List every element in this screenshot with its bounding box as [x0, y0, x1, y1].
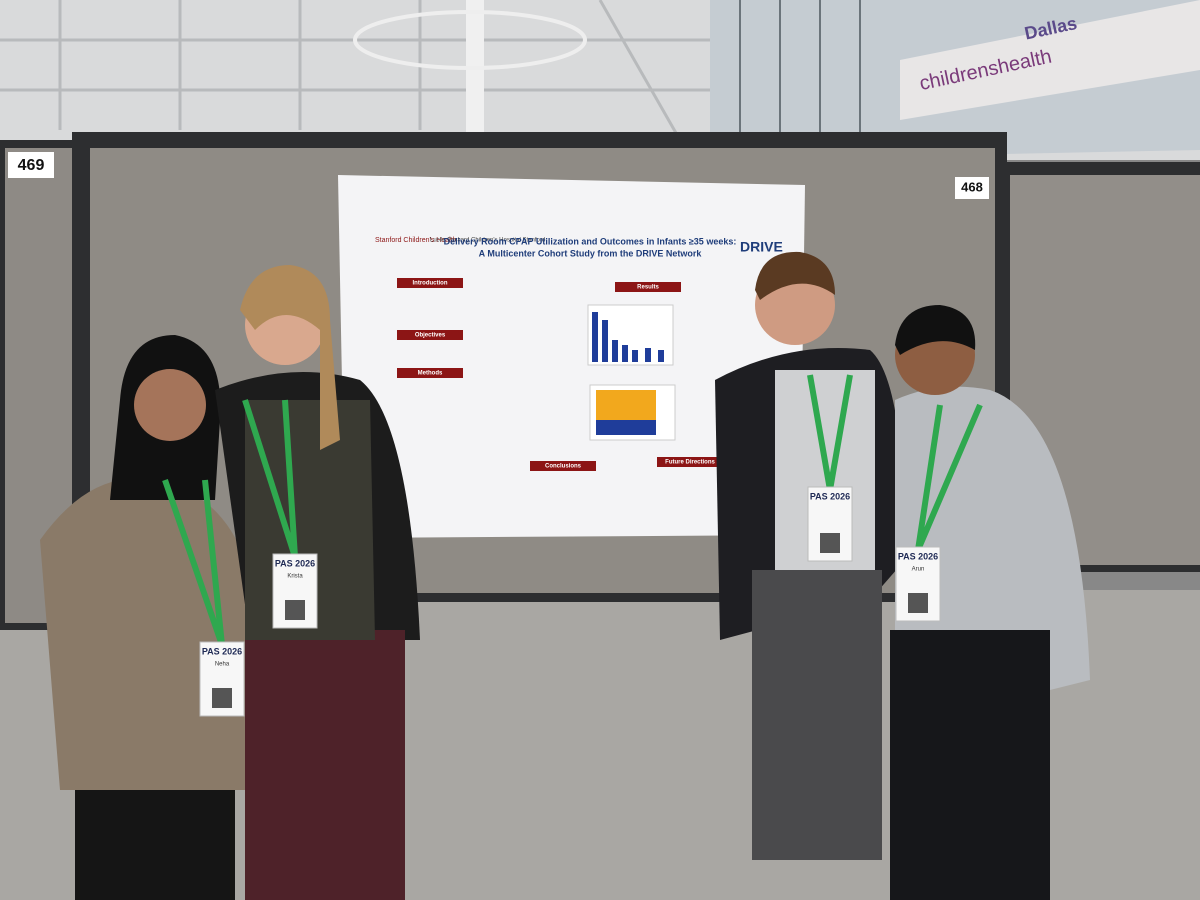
poster-sections: Introduction Objectives Methods Results Conc… — [397, 278, 723, 471]
section-header: Introduction — [413, 281, 448, 287]
badge-qr — [285, 600, 305, 620]
poster-title: Delivery Room CPAP Utilization and Outco… — [444, 236, 737, 246]
booth-number: 469 — [18, 157, 45, 174]
person — [890, 305, 1090, 900]
booth-number: 468 — [961, 179, 983, 194]
badges: PAS 2026 Neha PAS 2026 Krista PAS 2026 PAS 20… — [162, 374, 983, 717]
poster-logo: Stanford Children's Health — [375, 237, 457, 244]
badge-event: PAS 2026 — [202, 646, 242, 656]
section-header: Conclusions — [545, 464, 582, 470]
section-header-bg — [530, 461, 596, 471]
badge-qr — [820, 533, 840, 553]
badge-qr — [908, 593, 928, 613]
poster-logo: Lucile Packard Children's Hospital Stanf… — [430, 238, 545, 244]
badge-event: PAS 2026 — [275, 558, 315, 568]
badge-qr — [212, 688, 232, 708]
poster-title: A Multicenter Cohort Study from the DRIV… — [479, 248, 703, 258]
poster-figure-bars — [592, 312, 664, 362]
section-header: Results — [637, 285, 659, 291]
section-header-bg — [397, 368, 463, 378]
person — [215, 265, 420, 900]
section-header: Objectives — [415, 333, 446, 339]
chandelier — [353, 10, 587, 70]
ceiling-beams — [0, 0, 720, 141]
badge-name: Neha — [215, 662, 230, 668]
section-header-bg — [615, 282, 681, 292]
badge-event: PAS 2026 — [810, 491, 850, 501]
booth-sign — [955, 177, 989, 199]
badge-name: Arun — [912, 567, 925, 573]
banner — [900, 0, 1200, 120]
booth-sign — [8, 152, 54, 178]
section-header: Methods — [418, 371, 443, 377]
poster-figure-stacks — [596, 390, 656, 435]
windows — [739, 0, 861, 150]
poster — [338, 175, 805, 538]
column — [466, 0, 484, 140]
poster-logo: DRIVE — [740, 239, 783, 255]
section-header-bg — [657, 457, 723, 467]
section-header-bg — [397, 278, 463, 288]
section-header-bg — [397, 330, 463, 340]
section-header: Future Directions — [665, 460, 715, 466]
badge-event: PAS 2026 — [898, 551, 938, 561]
badge-name: Krista — [287, 574, 303, 580]
